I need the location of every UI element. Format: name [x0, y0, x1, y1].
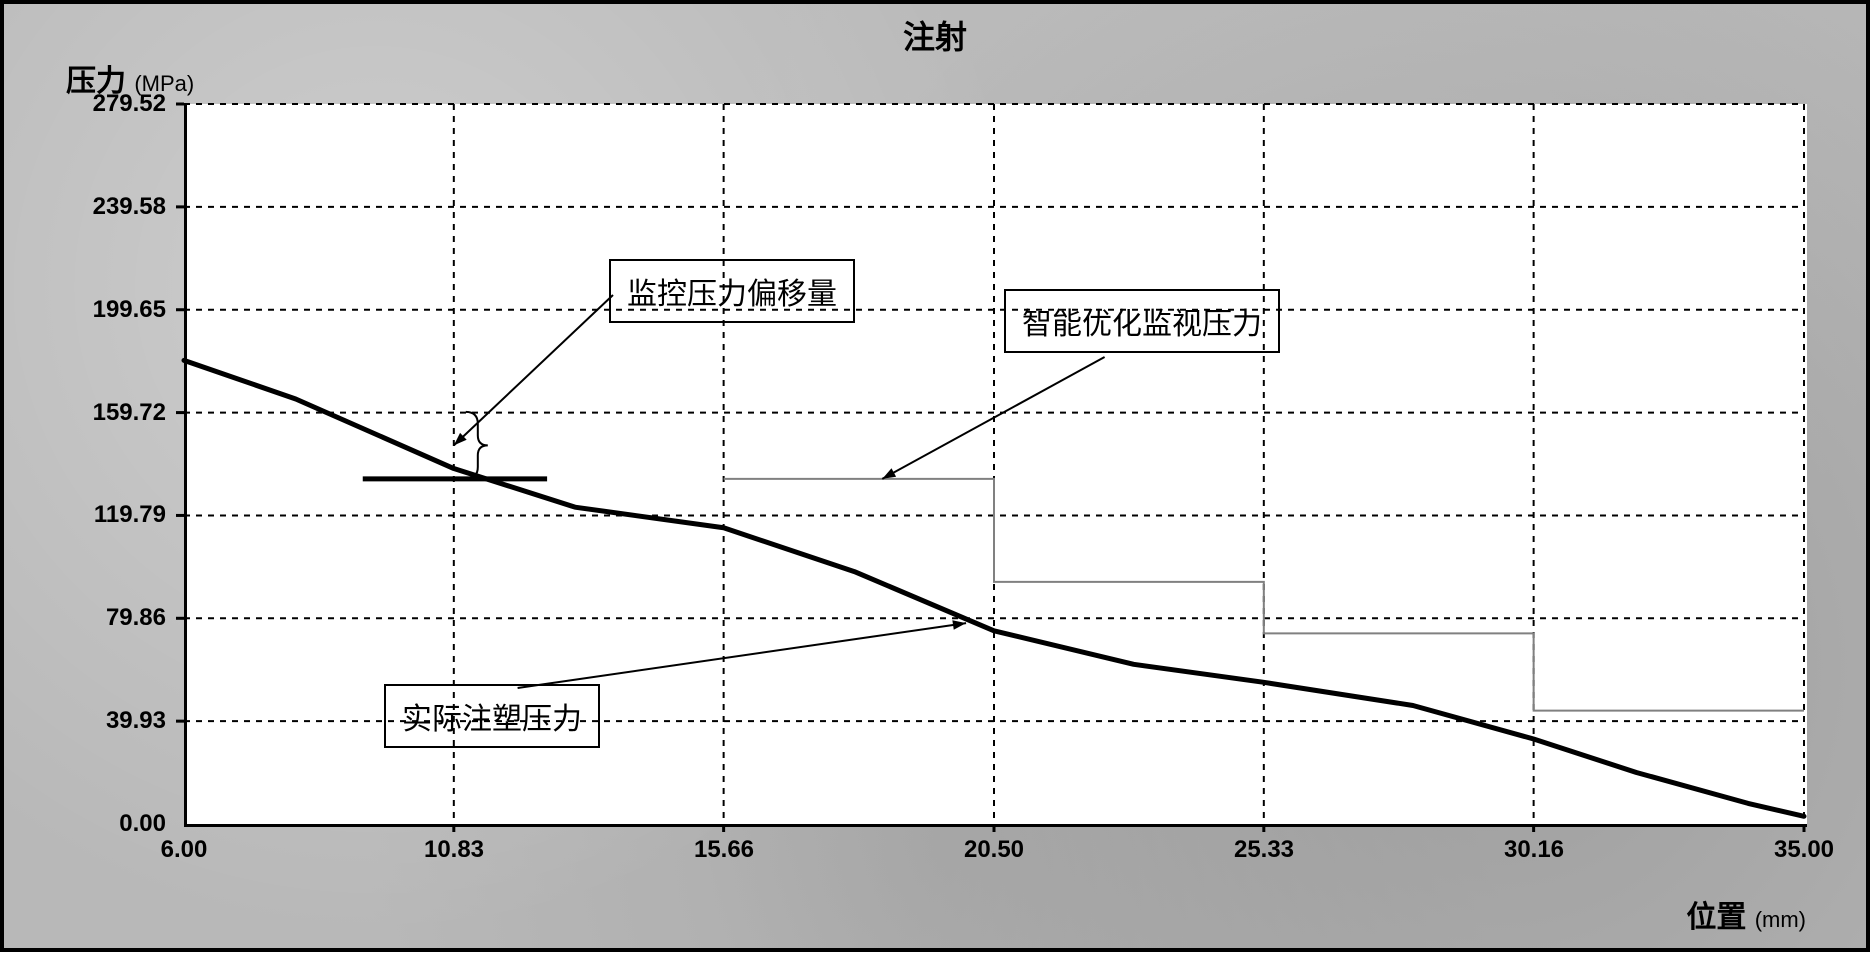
callout-actual-box: 实际注塑压力	[384, 684, 600, 748]
x-tick-label: 30.16	[1504, 836, 1564, 864]
x-tick-label: 10.83	[424, 836, 484, 864]
chart-title: 注射	[4, 12, 1866, 58]
x-axis-unit: (mm)	[1755, 907, 1806, 932]
y-tick-label: 0.00	[56, 810, 166, 838]
x-axis-label-text: 位置	[1686, 901, 1746, 934]
callout-offset-box: 监控压力偏移量	[609, 259, 855, 323]
y-tick-label: 159.72	[56, 399, 166, 427]
callout-monitor-box: 智能优化监视压力	[1004, 289, 1280, 353]
x-tick-label: 20.50	[964, 836, 1024, 864]
x-axis-label: 位置 (mm)	[1686, 892, 1806, 936]
y-tick-label: 39.93	[56, 707, 166, 735]
x-tick-label: 6.00	[161, 836, 208, 864]
x-tick-label: 35.00	[1774, 836, 1834, 864]
chart-frame: 注射 压力 (MPa) 位置 (mm) 0.00 39.93 79.86 119…	[0, 0, 1870, 952]
y-tick-label: 79.86	[56, 604, 166, 632]
y-tick-label: 119.79	[56, 501, 166, 529]
y-tick-label: 239.58	[56, 193, 166, 221]
y-tick-label: 199.65	[56, 296, 166, 324]
x-tick-label: 15.66	[694, 836, 754, 864]
y-tick-label: 279.52	[56, 90, 166, 118]
x-tick-label: 25.33	[1234, 836, 1294, 864]
